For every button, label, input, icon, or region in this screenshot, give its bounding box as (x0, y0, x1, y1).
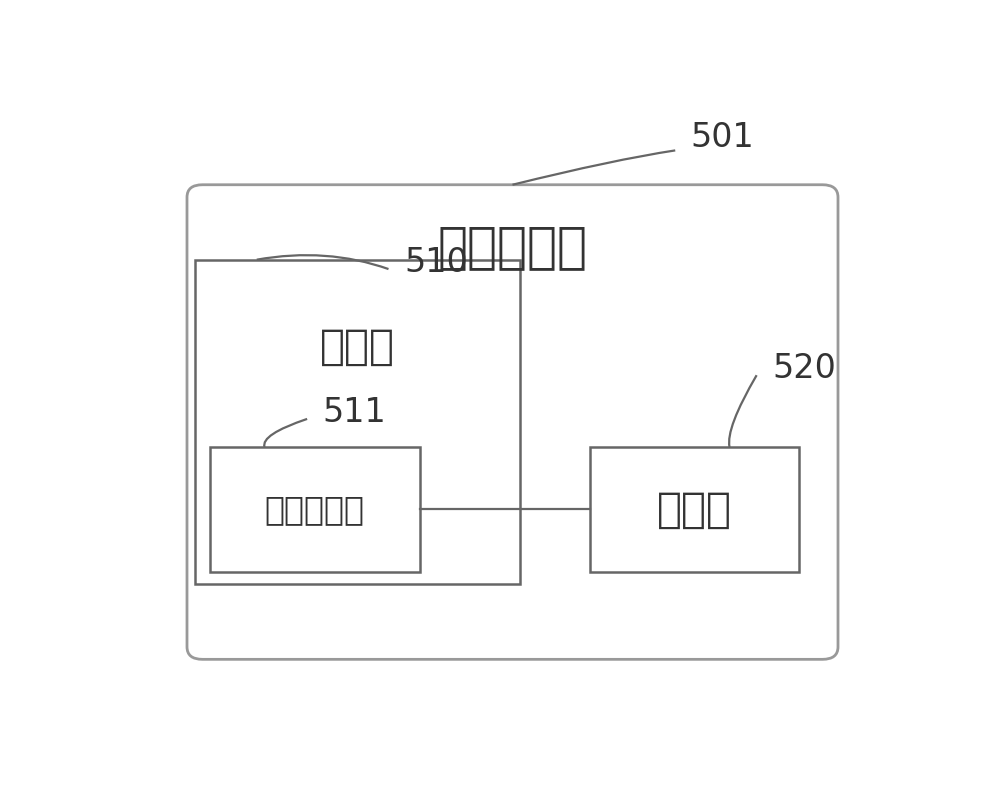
Text: 520: 520 (772, 353, 836, 385)
FancyBboxPatch shape (195, 260, 520, 585)
Text: 计算机设备: 计算机设备 (438, 223, 588, 271)
Text: 计算机程序: 计算机程序 (265, 493, 365, 526)
Text: 510: 510 (404, 247, 468, 279)
FancyBboxPatch shape (590, 447, 799, 572)
Text: 处理器: 处理器 (657, 488, 732, 530)
Text: 511: 511 (323, 397, 386, 429)
Text: 501: 501 (691, 122, 755, 154)
FancyBboxPatch shape (187, 185, 838, 659)
Text: 存储器: 存储器 (320, 326, 395, 368)
FancyBboxPatch shape (210, 447, 420, 572)
